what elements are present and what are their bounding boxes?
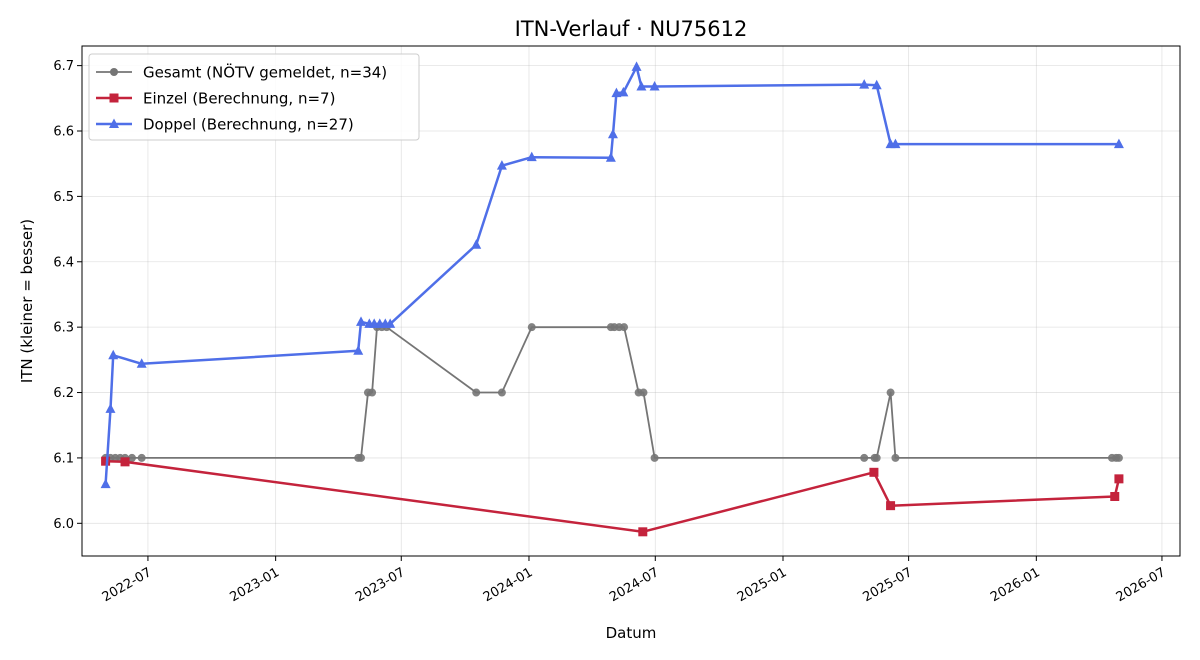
- data-point-doppel: [649, 81, 660, 91]
- data-point-doppel: [631, 61, 642, 71]
- data-point-doppel: [618, 86, 629, 97]
- data-point-einzel: [886, 501, 896, 511]
- y-tick-label: 6.0: [53, 517, 74, 532]
- legend-label: Einzel (Berechnung, n=7): [143, 90, 335, 108]
- y-tick-label: 6.1: [53, 451, 74, 466]
- data-point-gesamt: [127, 453, 136, 462]
- y-tick-label: 6.6: [53, 125, 74, 140]
- legend-label: Doppel (Berechnung, n=27): [143, 116, 354, 134]
- data-point-gesamt: [497, 388, 506, 397]
- x-tick-label: 2023-01: [227, 565, 282, 605]
- data-point-gesamt: [137, 453, 146, 462]
- y-tick-label: 6.4: [53, 255, 74, 270]
- series-line-einzel: [105, 459, 1121, 534]
- data-point-einzel: [1110, 492, 1120, 501]
- legend-box: [88, 53, 420, 141]
- x-tick-label: 2022-07: [100, 565, 155, 605]
- x-axis-label: Datum: [606, 624, 657, 642]
- x-axis: 2022-07 2023-01 2023-07 2024-01 2024-07 2025-…: [100, 556, 1169, 605]
- x-tick-label: 2026-01: [988, 565, 1043, 605]
- data-point-einzel: [101, 456, 111, 466]
- data-point-doppel: [108, 349, 119, 360]
- series-einzel: [101, 456, 1124, 537]
- data-point-gesamt: [357, 453, 366, 462]
- series-doppel: [100, 61, 1124, 489]
- data-point-doppel: [605, 152, 616, 162]
- plot-frame: [81, 45, 1181, 557]
- chart-title: ITN-Verlauf · NU75612: [515, 17, 748, 41]
- data-point-doppel: [356, 316, 367, 326]
- data-point-gesamt: [527, 323, 536, 332]
- data-point-doppel: [353, 345, 364, 355]
- data-point-einzel: [638, 527, 648, 537]
- data-point-doppel: [136, 358, 147, 368]
- x-tick-label: 2024-01: [481, 565, 536, 605]
- data-point-doppel: [871, 79, 882, 90]
- data-point-doppel: [496, 160, 507, 170]
- data-point-gesamt: [860, 453, 869, 462]
- series-layer: [100, 61, 1124, 537]
- data-point-gesamt: [650, 453, 659, 462]
- y-tick-label: 6.2: [53, 386, 74, 401]
- y-tick-label: 6.5: [53, 190, 74, 205]
- data-point-gesamt: [368, 388, 377, 397]
- data-point-doppel: [636, 81, 647, 91]
- data-point-gesamt: [620, 323, 629, 332]
- series-line-doppel: [104, 65, 1119, 485]
- legend-marker: [109, 118, 119, 128]
- data-point-doppel: [611, 87, 622, 98]
- data-point-gesamt: [886, 388, 895, 397]
- data-point-doppel: [859, 79, 870, 89]
- legend-marker: [109, 93, 119, 103]
- data-point-doppel: [607, 128, 618, 139]
- data-point-doppel: [385, 318, 396, 328]
- legend-marker: [110, 68, 118, 76]
- legend-entry-gesamt: Gesamt (NÖTV gemeldet, n=34): [96, 63, 387, 82]
- data-point-einzel: [120, 457, 130, 467]
- y-tick-label: 6.3: [53, 321, 74, 336]
- data-point-einzel: [869, 467, 879, 477]
- data-point-gesamt: [891, 453, 900, 462]
- data-point-doppel: [471, 239, 482, 249]
- legend: Gesamt (NÖTV gemeldet, n=34) Einzel (Bere…: [88, 53, 420, 141]
- x-tick-label: 2025-07: [860, 565, 915, 605]
- data-point-gesamt: [872, 453, 881, 462]
- data-point-gesamt: [1114, 453, 1123, 462]
- y-tick-label: 6.7: [53, 59, 74, 74]
- x-tick-label: 2024-07: [607, 565, 662, 605]
- data-point-doppel: [890, 138, 901, 149]
- data-point-doppel: [526, 151, 537, 162]
- data-point-doppel: [105, 403, 116, 413]
- legend-entry-einzel: Einzel (Berechnung, n=7): [96, 90, 335, 108]
- legend-label: Gesamt (NÖTV gemeldet, n=34): [143, 63, 387, 82]
- data-point-gesamt: [639, 388, 648, 397]
- x-tick-label: 2023-07: [353, 565, 408, 605]
- legend-entry-doppel: Doppel (Berechnung, n=27): [96, 116, 354, 134]
- x-tick-label: 2025-01: [735, 565, 790, 605]
- x-tick-label: 2026-07: [1114, 565, 1169, 605]
- data-point-doppel: [100, 478, 111, 489]
- y-axis-label: ITN (kleiner = besser): [18, 219, 36, 383]
- data-point-doppel: [1113, 138, 1124, 149]
- data-point-einzel: [1114, 474, 1124, 484]
- data-point-gesamt: [472, 388, 481, 397]
- y-axis: 6.0 6.1 6.2 6.3 6.4 6.5 6.6 6.7: [53, 59, 82, 532]
